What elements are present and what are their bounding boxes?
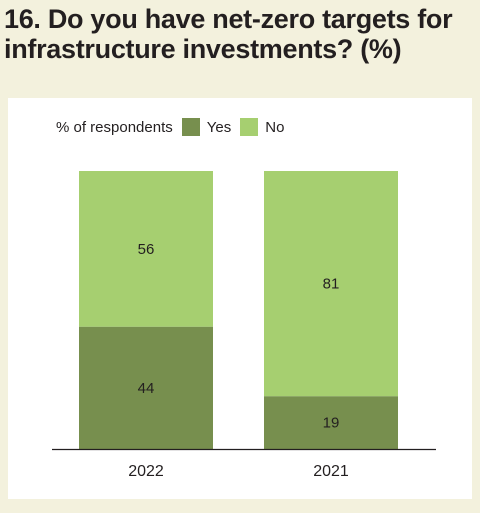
legend-label: % of respondents (56, 118, 173, 136)
bar-yes-2022 (79, 326, 213, 449)
legend-swatch-no (240, 118, 259, 136)
data-label-yes-2021: 19 (323, 415, 340, 432)
bar-no-2021 (264, 171, 398, 397)
bar-yes-2021 (264, 396, 398, 449)
chart-panel: % of respondents Yes No 44 56 2022 19 81 2021 (8, 98, 472, 499)
chart-plot: 44 56 2022 19 81 2021 (52, 171, 436, 480)
legend-item-yes: Yes (206, 118, 232, 136)
chart-title: 16. Do you have net-zero targets for inf… (4, 4, 453, 64)
x-tick-label-2022: 2022 (128, 463, 164, 480)
data-label-yes-2022: 44 (138, 380, 155, 397)
legend-swatch-yes (181, 118, 200, 136)
legend: % of respondents Yes No (56, 118, 284, 136)
x-tick-label-2021: 2021 (313, 463, 349, 480)
data-label-no-2021: 81 (323, 276, 340, 293)
legend-item-no: No (265, 118, 285, 136)
data-label-no-2022: 56 (138, 241, 155, 258)
bar-no-2022 (79, 171, 213, 327)
